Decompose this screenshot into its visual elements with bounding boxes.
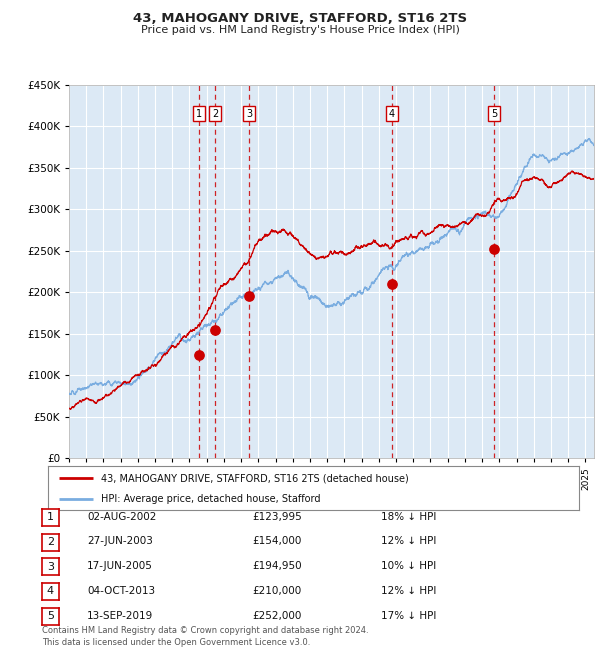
- Text: 4: 4: [47, 586, 54, 597]
- Text: 10% ↓ HPI: 10% ↓ HPI: [381, 561, 436, 571]
- Text: £194,950: £194,950: [252, 561, 302, 571]
- Text: £154,000: £154,000: [252, 536, 301, 547]
- Text: 2: 2: [212, 109, 218, 118]
- Text: 4: 4: [389, 109, 395, 118]
- Text: 02-AUG-2002: 02-AUG-2002: [87, 512, 157, 522]
- Text: 1: 1: [196, 109, 203, 118]
- Text: Contains HM Land Registry data © Crown copyright and database right 2024.
This d: Contains HM Land Registry data © Crown c…: [42, 626, 368, 647]
- Text: 04-OCT-2013: 04-OCT-2013: [87, 586, 155, 596]
- Text: 43, MAHOGANY DRIVE, STAFFORD, ST16 2TS: 43, MAHOGANY DRIVE, STAFFORD, ST16 2TS: [133, 12, 467, 25]
- Point: [194, 350, 204, 361]
- Text: 18% ↓ HPI: 18% ↓ HPI: [381, 512, 436, 522]
- Text: £252,000: £252,000: [252, 610, 301, 621]
- Text: 5: 5: [47, 611, 54, 621]
- Text: 43, MAHOGANY DRIVE, STAFFORD, ST16 2TS (detached house): 43, MAHOGANY DRIVE, STAFFORD, ST16 2TS (…: [101, 473, 409, 484]
- Point: [387, 279, 397, 289]
- Text: 27-JUN-2003: 27-JUN-2003: [87, 536, 153, 547]
- Point: [490, 244, 499, 254]
- Text: 1: 1: [47, 512, 54, 523]
- Text: 3: 3: [246, 109, 252, 118]
- Text: 12% ↓ HPI: 12% ↓ HPI: [381, 536, 436, 547]
- Text: 17-JUN-2005: 17-JUN-2005: [87, 561, 153, 571]
- Text: £210,000: £210,000: [252, 586, 301, 596]
- Text: 17% ↓ HPI: 17% ↓ HPI: [381, 610, 436, 621]
- Text: 13-SEP-2019: 13-SEP-2019: [87, 610, 153, 621]
- Point: [244, 291, 254, 302]
- Text: 5: 5: [491, 109, 497, 118]
- Text: £123,995: £123,995: [252, 512, 302, 522]
- Text: 12% ↓ HPI: 12% ↓ HPI: [381, 586, 436, 596]
- Text: 2: 2: [47, 537, 54, 547]
- Text: 3: 3: [47, 562, 54, 572]
- Text: Price paid vs. HM Land Registry's House Price Index (HPI): Price paid vs. HM Land Registry's House …: [140, 25, 460, 34]
- Point: [210, 325, 220, 335]
- Text: HPI: Average price, detached house, Stafford: HPI: Average price, detached house, Staf…: [101, 494, 320, 504]
